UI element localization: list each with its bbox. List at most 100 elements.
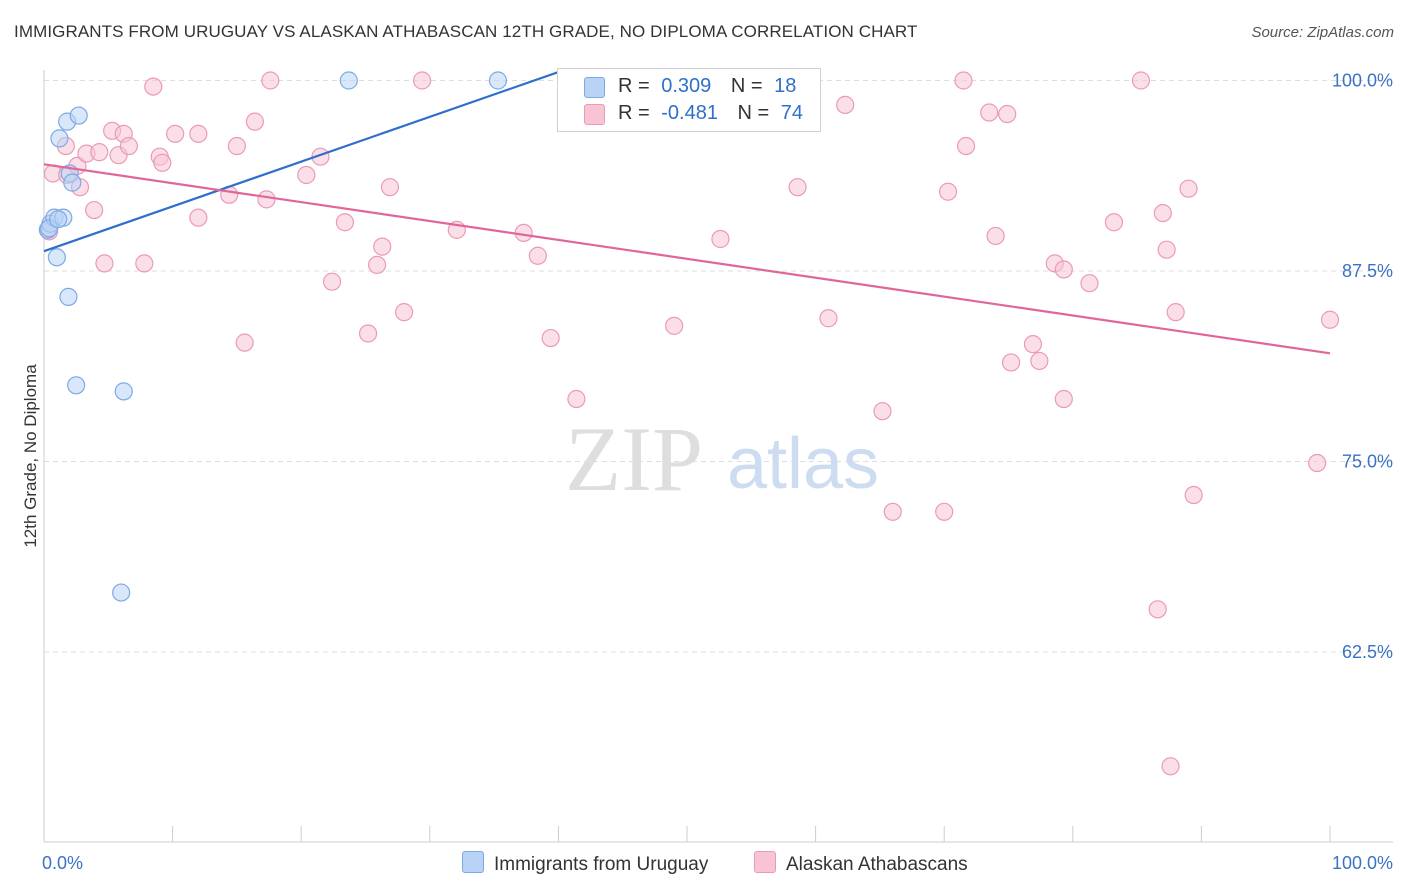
data-point-athabascan xyxy=(528,246,547,265)
data-point-uruguay xyxy=(50,129,69,148)
data-point-athabascan xyxy=(227,136,246,156)
data-point-athabascan xyxy=(235,333,254,352)
bottom-legend-athabascan: Alaskan Athabascans xyxy=(754,851,968,876)
data-point-athabascan xyxy=(380,178,400,197)
data-point-athabascan xyxy=(1030,351,1049,371)
bottom-legend-uruguay: Immigrants from Uruguay xyxy=(462,851,708,876)
data-point-athabascan xyxy=(322,272,342,291)
legend-n-label: N = xyxy=(737,102,770,124)
data-point-athabascan xyxy=(711,229,730,249)
data-point-athabascan xyxy=(245,112,265,131)
data-point-uruguay xyxy=(47,248,66,267)
trend-line-athabascan xyxy=(43,163,1331,355)
data-point-athabascan xyxy=(1104,213,1124,232)
legend-r-label: R = xyxy=(618,102,650,124)
correlation-legend: R = 0.309 N = 18 R = -0.481 N = 74 xyxy=(557,68,821,132)
data-point-athabascan xyxy=(883,502,902,521)
legend-n-value-uruguay: 18 xyxy=(774,75,797,97)
data-point-athabascan xyxy=(873,402,892,421)
data-point-athabascan xyxy=(1166,303,1185,322)
data-point-athabascan xyxy=(1184,485,1203,505)
data-point-uruguay xyxy=(114,382,133,401)
y-axis-label: 12th Grade, No Diploma xyxy=(21,364,40,548)
y-tick-label: 62.5% xyxy=(1342,642,1393,662)
data-point-athabascan xyxy=(373,237,392,256)
data-point-athabascan xyxy=(567,389,586,409)
data-point-athabascan xyxy=(1054,389,1073,409)
watermark-atlas: atlas xyxy=(727,424,879,504)
data-point-athabascan xyxy=(836,95,855,114)
data-point-athabascan xyxy=(412,71,432,90)
data-point-athabascan xyxy=(166,124,185,143)
legend-swatch-athabascan xyxy=(584,104,605,125)
data-point-athabascan xyxy=(938,182,958,201)
data-point-athabascan xyxy=(1161,757,1180,776)
data-point-uruguay xyxy=(488,71,508,90)
bottom-legend-label-athabascan: Alaskan Athabascans xyxy=(786,854,968,875)
legend-r-label: R = xyxy=(618,75,650,97)
data-point-athabascan xyxy=(358,324,378,343)
data-point-athabascan xyxy=(1157,240,1176,259)
legend-r-value-athabascan: -0.481 xyxy=(661,102,718,124)
data-point-athabascan xyxy=(954,71,973,90)
data-point-athabascan xyxy=(119,136,138,156)
data-point-athabascan xyxy=(665,316,684,335)
source-label: Source: ZipAtlas.com xyxy=(1251,24,1394,41)
data-point-athabascan xyxy=(986,226,1005,246)
data-point-uruguay xyxy=(69,106,88,125)
data-point-athabascan xyxy=(935,502,954,521)
data-point-athabascan xyxy=(1054,260,1073,279)
legend-r-value-uruguay: 0.309 xyxy=(661,75,712,97)
data-point-athabascan xyxy=(189,124,208,143)
y-tick-label: 87.5% xyxy=(1342,261,1393,281)
data-point-athabascan xyxy=(1131,71,1151,90)
watermark-zip: ZIP xyxy=(565,408,703,510)
data-point-athabascan xyxy=(1308,453,1327,473)
data-point-uruguay xyxy=(59,287,78,307)
data-point-athabascan xyxy=(144,77,163,96)
data-point-athabascan xyxy=(261,71,280,90)
data-point-uruguay xyxy=(49,210,68,229)
x-tick-label-max: 100.0% xyxy=(1332,853,1393,873)
data-point-athabascan xyxy=(998,104,1017,124)
data-point-athabascan xyxy=(788,178,807,197)
data-point-athabascan xyxy=(1153,203,1172,223)
data-point-uruguay xyxy=(63,173,82,192)
data-point-athabascan xyxy=(135,254,154,273)
data-point-athabascan xyxy=(90,143,109,162)
data-point-athabascan xyxy=(189,208,208,227)
data-point-athabascan xyxy=(1080,274,1099,293)
bottom-legend-swatch-uruguay xyxy=(462,851,484,873)
data-point-athabascan xyxy=(980,103,999,122)
data-point-uruguay xyxy=(112,583,131,602)
data-point-athabascan xyxy=(541,328,560,348)
bottom-legend-label-uruguay: Immigrants from Uruguay xyxy=(494,854,709,875)
data-point-athabascan xyxy=(297,165,316,185)
data-point-uruguay xyxy=(339,71,358,90)
data-point-athabascan xyxy=(367,255,387,275)
legend-swatch-uruguay xyxy=(584,77,605,98)
data-point-athabascan xyxy=(394,303,414,322)
data-point-athabascan xyxy=(1320,310,1340,329)
legend-n-label: N = xyxy=(730,75,763,97)
bottom-legend-swatch-athabascan xyxy=(754,851,776,873)
trend-line-uruguay xyxy=(43,68,566,253)
data-point-athabascan xyxy=(85,200,104,220)
data-point-athabascan xyxy=(1148,600,1167,619)
chart-title: IMMIGRANTS FROM URUGUAY VS ALASKAN ATHAB… xyxy=(14,22,918,41)
data-point-athabascan xyxy=(956,136,976,156)
data-point-athabascan xyxy=(1179,179,1198,198)
y-tick-label: 75.0% xyxy=(1342,452,1393,472)
y-tick-label: 100.0% xyxy=(1332,71,1393,91)
data-point-uruguay xyxy=(67,376,86,395)
data-point-athabascan xyxy=(1023,335,1043,354)
legend-row-uruguay: R = 0.309 N = 18 xyxy=(618,75,796,98)
data-point-athabascan xyxy=(257,190,276,209)
x-tick-label-min: 0.0% xyxy=(42,853,83,873)
data-point-athabascan xyxy=(153,153,172,172)
data-point-athabascan xyxy=(335,213,355,232)
data-point-athabascan xyxy=(819,309,838,328)
legend-row-athabascan: R = -0.481 N = 74 xyxy=(618,102,803,125)
legend-n-value-athabascan: 74 xyxy=(780,102,804,124)
